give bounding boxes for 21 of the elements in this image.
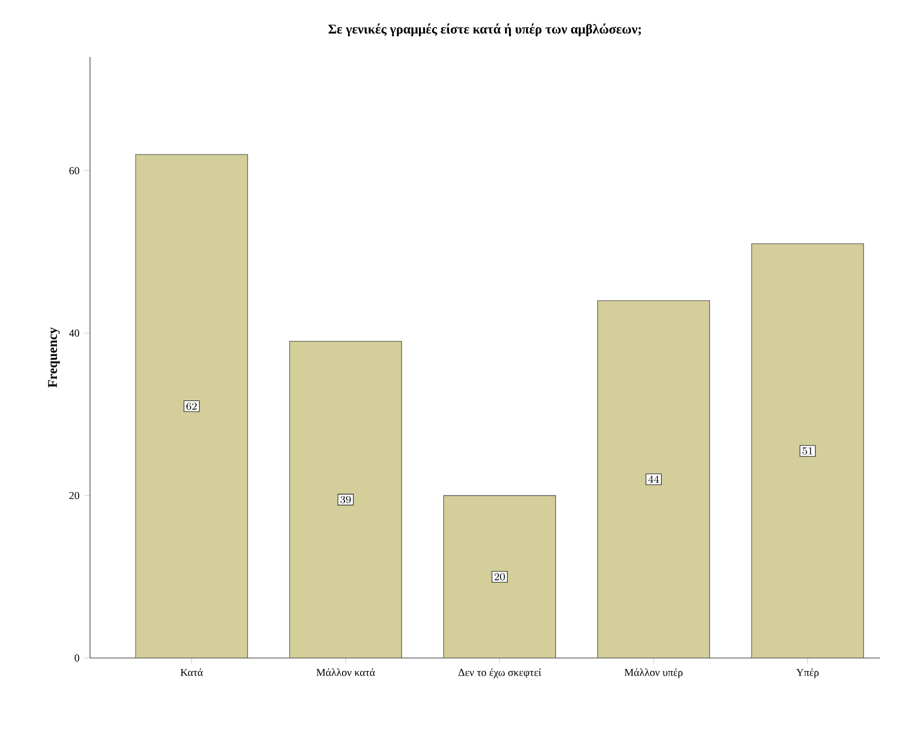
x-tick-label: Μάλλον υπέρ: [624, 668, 683, 678]
x-tick-label: Μάλλον κατά: [316, 668, 375, 676]
y-tick-label: 60: [69, 167, 80, 174]
x-tick-label: Δεν το έχω σκεφτεί: [458, 668, 542, 678]
y-tick-label: 20: [69, 492, 80, 500]
bar: [751, 244, 864, 658]
y-tick-label: 40: [69, 330, 80, 337]
data-label: 20: [494, 573, 505, 580]
data-label: 39: [340, 496, 351, 504]
x-tick-label: Κατά: [180, 668, 203, 676]
bar: [289, 340, 402, 658]
bar: [443, 495, 556, 658]
bar: [135, 154, 248, 658]
y-tick-label: 0: [74, 654, 80, 662]
data-label: 62: [186, 402, 197, 410]
bar: [597, 300, 710, 658]
y-axis-title: Frequency: [48, 327, 60, 388]
data-label: 44: [648, 476, 659, 483]
data-label: 51: [802, 447, 812, 455]
x-tick-label: Υπέρ: [796, 668, 819, 678]
chart-title: Σε γενικές γραμμές είστε κατά ή υπέρ των αμβλώσεων;: [328, 24, 641, 36]
